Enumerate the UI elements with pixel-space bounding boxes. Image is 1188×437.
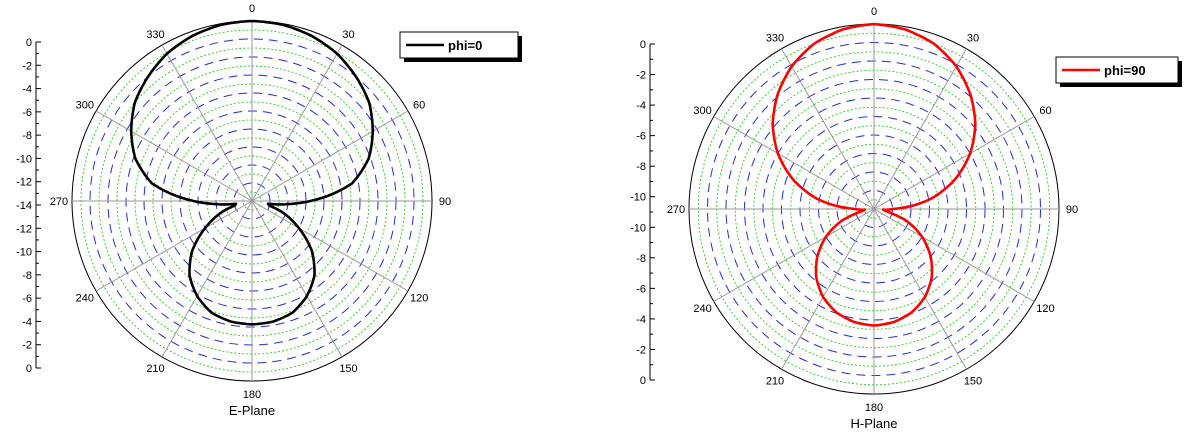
radial-tick-label: -6	[636, 131, 646, 143]
angle-label: 60	[413, 100, 425, 112]
radial-tick-label: -4	[636, 100, 646, 112]
angle-label: 210	[766, 375, 784, 387]
radial-tick-label: -2	[636, 344, 646, 356]
angular-spoke	[873, 116, 1035, 210]
angle-label: 0	[871, 6, 877, 18]
angular-spoke	[873, 208, 1035, 302]
angle-label: 30	[342, 29, 354, 41]
angular-spoke	[873, 208, 967, 370]
radial-tick-label: 0	[26, 37, 32, 49]
angle-label: 240	[76, 293, 94, 305]
radial-tick-label: -6	[22, 107, 32, 119]
series-line-phi-90	[771, 22, 977, 327]
angle-label: 330	[766, 33, 784, 45]
e-plane-title: E-Plane	[229, 403, 275, 418]
angle-label: 210	[146, 363, 164, 375]
angular-spoke	[161, 44, 253, 202]
angle-label: 90	[439, 196, 451, 208]
angle-label: 330	[146, 29, 164, 41]
angle-label: 120	[410, 293, 428, 305]
e-plane-angle-labels: 0 30 60 90 120 150 180 210 240 270 300 3…	[50, 3, 451, 401]
h-plane-chart: 0 30 60 90 120 150 180 210 240 270 300 3…	[630, 6, 1182, 431]
angular-spoke	[781, 48, 875, 210]
angle-label: 30	[967, 33, 979, 45]
h-plane-angle-labels: 0 30 60 90 120 150 180 210 240 270 300 3…	[667, 6, 1078, 414]
angular-spoke	[251, 110, 409, 202]
e-plane-spokes	[72, 21, 432, 381]
radial-tick-label: -8	[636, 253, 646, 265]
radial-axis-ticks	[36, 41, 41, 369]
radial-tick-label: -10	[630, 222, 646, 234]
angular-spoke	[95, 110, 253, 202]
radial-tick-label: -2	[22, 60, 32, 72]
angle-label: 240	[693, 303, 711, 315]
angular-spoke	[713, 116, 875, 210]
angle-label: 270	[50, 196, 68, 208]
e-plane-radial-axis: 0 -2 -4 -6 -8 -10 -12 -14 -12 -10 -8 -6 …	[16, 37, 41, 375]
h-plane-legend: phi=90	[1055, 56, 1182, 87]
angular-spoke	[781, 208, 875, 370]
angle-label: 180	[865, 402, 883, 414]
angle-label: 0	[249, 3, 255, 15]
e-plane-legend: phi=0	[399, 31, 522, 62]
radial-tick-label: -12	[16, 177, 32, 189]
angle-label: 300	[76, 100, 94, 112]
radial-tick-label: 0	[640, 39, 646, 51]
angle-label: 270	[667, 204, 685, 216]
angular-spoke	[161, 200, 253, 358]
angle-label: 60	[1039, 105, 1051, 117]
angle-label: 150	[964, 375, 982, 387]
h-plane-spokes	[689, 24, 1059, 394]
radial-tick-label: -8	[636, 161, 646, 173]
radial-tick-label: -6	[22, 293, 32, 305]
radial-tick-label: -4	[22, 316, 32, 328]
angle-label: 150	[339, 363, 357, 375]
angle-label: 90	[1066, 204, 1078, 216]
radial-tick-label: -10	[630, 192, 646, 204]
radial-tick-label: -2	[636, 70, 646, 82]
radial-tick-label: -12	[16, 223, 32, 235]
radial-tick-label: -10	[16, 153, 32, 165]
radial-tick-label: -2	[22, 340, 32, 352]
radial-tick-label: -6	[636, 283, 646, 295]
angular-spoke	[713, 208, 875, 302]
e-plane-chart: 0 30 60 90 120 150 180 210 240 270 300 3…	[16, 3, 522, 418]
radial-axis-ticks	[650, 43, 655, 381]
angular-spoke	[251, 200, 343, 358]
radial-tick-label: -10	[16, 247, 32, 259]
angular-spoke	[95, 200, 253, 292]
legend-label: phi=90	[1104, 63, 1146, 78]
angular-spoke	[873, 48, 967, 210]
radial-tick-label: -8	[22, 130, 32, 142]
angle-label: 300	[693, 105, 711, 117]
angular-spoke	[251, 44, 343, 202]
radial-tick-label: -8	[22, 270, 32, 282]
radial-tick-label: -4	[636, 314, 646, 326]
series-line-phi-0	[129, 19, 375, 326]
legend-label: phi=0	[448, 38, 482, 53]
h-plane-title: H-Plane	[851, 416, 898, 431]
radial-tick-label: -14	[16, 200, 32, 212]
angle-label: 120	[1036, 303, 1054, 315]
radial-tick-label: 0	[26, 363, 32, 375]
angular-spoke	[251, 200, 409, 292]
radial-tick-label: -4	[22, 84, 32, 96]
h-plane-radial-axis: 0 -2 -4 -6 -8 -10 -10 -8 -6 -4 -2 0	[630, 39, 655, 387]
angle-label: 180	[243, 389, 261, 401]
radial-tick-label: 0	[640, 375, 646, 387]
